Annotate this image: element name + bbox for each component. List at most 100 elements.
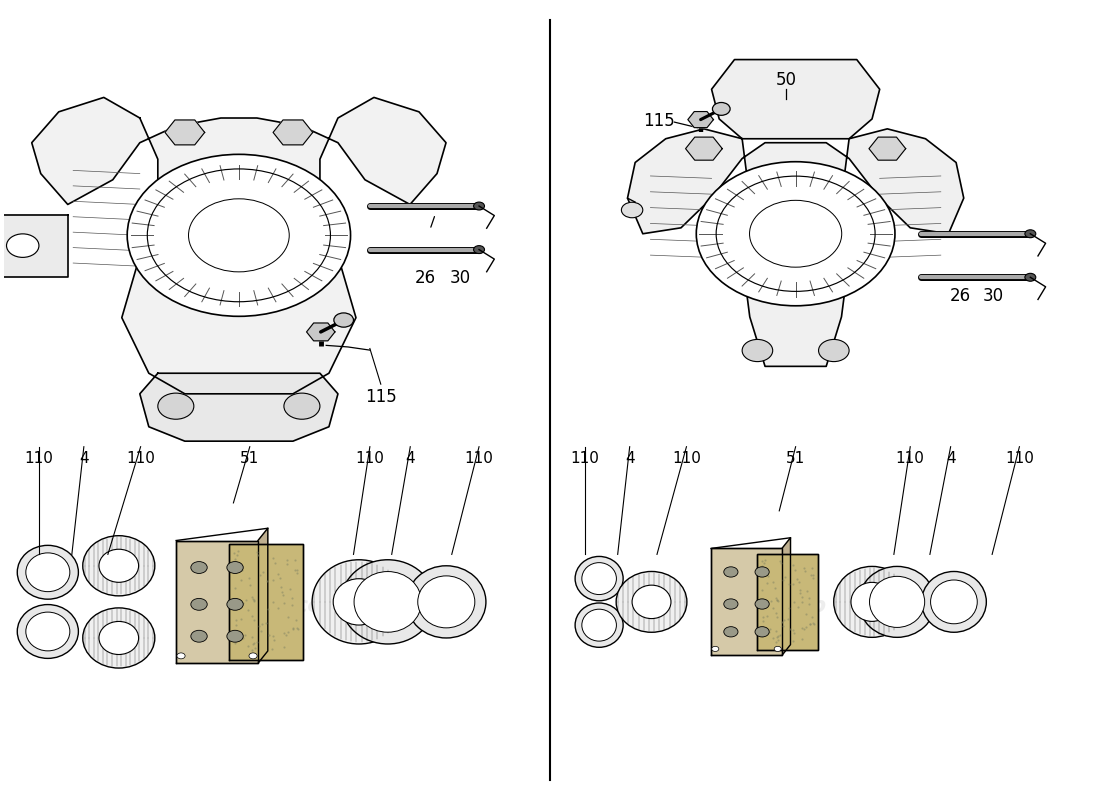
Circle shape [188,199,289,272]
Ellipse shape [25,553,69,592]
Text: 50: 50 [776,71,796,89]
Circle shape [1025,230,1036,238]
Text: 26: 26 [415,270,436,287]
Circle shape [334,313,353,327]
Ellipse shape [82,608,155,668]
Text: europ: europ [208,239,280,259]
Text: ces: ces [840,596,882,616]
Text: 110: 110 [355,451,384,466]
Circle shape [249,653,257,659]
Polygon shape [165,120,205,145]
Text: 30: 30 [982,286,1004,305]
Text: 110: 110 [571,451,600,466]
Circle shape [724,599,738,609]
Ellipse shape [18,546,78,599]
Polygon shape [869,137,905,160]
Polygon shape [685,137,723,160]
Bar [229,543,302,660]
Circle shape [1025,274,1036,282]
Circle shape [128,154,351,316]
Ellipse shape [354,571,421,632]
Bar [711,549,782,655]
Ellipse shape [575,557,623,601]
Text: europ: europ [208,596,280,616]
Circle shape [696,162,895,306]
Circle shape [284,393,320,419]
Text: europ: europ [754,255,827,275]
Circle shape [818,339,849,362]
Ellipse shape [869,576,925,627]
Ellipse shape [582,609,616,641]
Ellipse shape [407,566,486,638]
Circle shape [742,339,772,362]
Polygon shape [0,214,68,277]
Ellipse shape [82,536,155,596]
Text: 4: 4 [79,451,89,466]
Polygon shape [258,528,267,663]
Polygon shape [627,129,964,366]
Polygon shape [140,374,338,441]
Polygon shape [273,120,312,145]
Ellipse shape [851,582,893,622]
Polygon shape [32,98,446,394]
Text: 51: 51 [240,451,260,466]
Circle shape [190,562,207,574]
Ellipse shape [418,576,475,628]
Text: 110: 110 [1005,451,1034,466]
Circle shape [755,599,769,609]
Text: 51: 51 [786,451,805,466]
Circle shape [474,202,484,210]
Ellipse shape [18,605,78,658]
Ellipse shape [582,562,616,594]
Polygon shape [688,111,714,128]
Circle shape [713,102,730,115]
Circle shape [621,202,642,218]
Circle shape [190,598,207,610]
Circle shape [724,626,738,637]
Circle shape [712,646,718,651]
Text: 110: 110 [464,451,494,466]
Ellipse shape [859,566,935,638]
Text: 110: 110 [24,451,54,466]
Ellipse shape [25,612,69,651]
Text: 115: 115 [642,111,674,130]
Text: 4: 4 [406,451,415,466]
Ellipse shape [632,585,671,618]
Circle shape [474,246,484,254]
Text: 110: 110 [126,451,155,466]
Circle shape [227,562,243,574]
Bar [758,554,817,650]
Polygon shape [712,59,880,138]
Text: ces: ces [295,239,337,259]
Circle shape [157,393,194,419]
Circle shape [7,234,39,258]
Circle shape [190,630,207,642]
Circle shape [755,567,769,577]
Bar [176,541,258,663]
Ellipse shape [931,580,977,624]
Text: 115: 115 [365,388,397,406]
Text: 110: 110 [672,451,701,466]
Text: 30: 30 [450,270,471,287]
Circle shape [724,567,738,577]
Circle shape [227,630,243,642]
Text: 26: 26 [950,286,971,305]
Circle shape [227,598,243,610]
Text: ces: ces [840,255,882,275]
Ellipse shape [99,550,139,582]
Circle shape [774,646,781,651]
Text: europ: europ [754,596,827,616]
Ellipse shape [99,622,139,654]
Ellipse shape [575,603,623,647]
Ellipse shape [922,571,987,632]
Circle shape [755,626,769,637]
Ellipse shape [834,566,911,638]
Circle shape [177,653,185,659]
Ellipse shape [312,560,406,644]
Circle shape [749,200,842,267]
Text: 4: 4 [946,451,956,466]
Polygon shape [307,323,334,341]
Text: ces: ces [295,596,337,616]
Text: 4: 4 [625,451,635,466]
Text: 110: 110 [895,451,925,466]
